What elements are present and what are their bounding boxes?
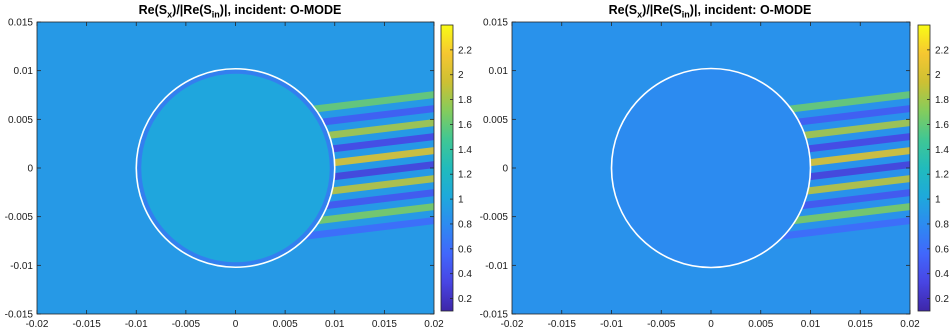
x-tick-label: -0.02: [501, 319, 524, 330]
scatterer-outline: [135, 67, 336, 269]
colorbar-tick-label: 0.2: [935, 294, 949, 305]
y-tick-label: 0: [27, 164, 33, 175]
colorbar-tick-label: 1.2: [458, 170, 472, 181]
y-tick-label: 0.005: [483, 115, 508, 126]
chart-title-left: Re(Sx)/|Re(Sin)|, incident: O-MODE: [138, 3, 342, 20]
y-tick-label: -0.005: [5, 212, 34, 223]
x-tick-label: 0: [708, 319, 714, 330]
x-tick-label: 0.02: [424, 319, 444, 330]
x-tick-label: 0.01: [325, 319, 345, 330]
y-tick-label: -0.015: [5, 310, 34, 321]
colorbar-tick-label: 0.2: [458, 294, 472, 305]
x-tick-label: -0.015: [548, 319, 577, 330]
colorbar-tick-label: 2.2: [935, 45, 949, 56]
field-layer: [512, 22, 910, 314]
colorbar-tick-label: 0.4: [935, 269, 949, 280]
x-tick-label: -0.01: [600, 319, 623, 330]
colorbar-tick-label: 0.8: [458, 219, 472, 230]
x-tick-label: -0.01: [125, 319, 148, 330]
y-tick-label: 0.015: [8, 18, 33, 29]
colorbar-tick-label: 0.6: [458, 244, 472, 255]
x-tick-label: -0.015: [72, 319, 101, 330]
y-tick-label: 0.01: [14, 66, 34, 77]
x-tick-label: 0.005: [273, 319, 298, 330]
scatterer-interior: [611, 68, 811, 268]
colorbar-tick-label: 1.6: [935, 120, 949, 131]
heatmap-panel-right: -0.02 -0.015 -0.01 -0.005 0 0.005 0.01 0.015 0.0…: [480, 18, 950, 331]
colorbar: [917, 24, 931, 312]
y-tick-label: -0.015: [480, 310, 509, 321]
colorbar-tick-label: 1.2: [935, 170, 949, 181]
y-tick-label: 0.015: [483, 18, 508, 29]
x-tick-label: 0.005: [748, 319, 773, 330]
colorbar: [440, 24, 454, 312]
x-tick-label: 0.015: [848, 319, 873, 330]
y-tick-label: 0: [502, 164, 508, 175]
x-tick-label: 0.015: [372, 319, 397, 330]
scatterer-interior: [136, 68, 335, 268]
colorbar-tick-label: 1.4: [935, 145, 949, 156]
y-tick-label: 0.005: [8, 115, 33, 126]
scatterer-inner-ring: [137, 69, 334, 267]
x-tick-label: -0.005: [172, 319, 201, 330]
colorbar-tick-label: 1: [458, 195, 464, 206]
y-tick-label: -0.01: [485, 261, 508, 272]
y-tick-label: -0.01: [10, 261, 33, 272]
x-tick-label: 0: [233, 319, 239, 330]
colorbar-tick-label: 1.4: [458, 145, 472, 156]
x-tick-label: 0.01: [801, 319, 821, 330]
colorbar-tick-label: 0.4: [458, 269, 472, 280]
colorbar-tick-label: 1.6: [458, 120, 472, 131]
colorbar-tick-label: 1.8: [935, 95, 949, 106]
colorbar-tick-label: 1: [935, 195, 941, 206]
x-tick-label: -0.005: [647, 319, 676, 330]
x-tick-label: -0.02: [26, 319, 49, 330]
colorbar-tick-label: 2.2: [458, 45, 472, 56]
field-streak: [286, 217, 434, 242]
colorbar-tick-label: 0.6: [935, 244, 949, 255]
chart-title-right: Re(Sx)/|Re(Sin)|, incident: O-MODE: [608, 3, 812, 20]
colorbar-tick-label: 1.8: [458, 95, 472, 106]
colorbar-tick-label: 0.8: [935, 219, 949, 230]
colorbar-tick-label: 2: [935, 70, 941, 81]
x-tick-label: 0.02: [900, 319, 920, 330]
colorbar-tick-label: 2: [458, 70, 464, 81]
scatterer-outline: [610, 67, 812, 269]
y-tick-label: 0.01: [489, 66, 509, 77]
y-tick-label: -0.005: [480, 212, 509, 223]
field-layer: [37, 22, 434, 314]
heatmap-panel-left: -0.02 -0.015 -0.01 -0.005 0 0.005 0.01 0.015 0.0…: [5, 18, 473, 331]
